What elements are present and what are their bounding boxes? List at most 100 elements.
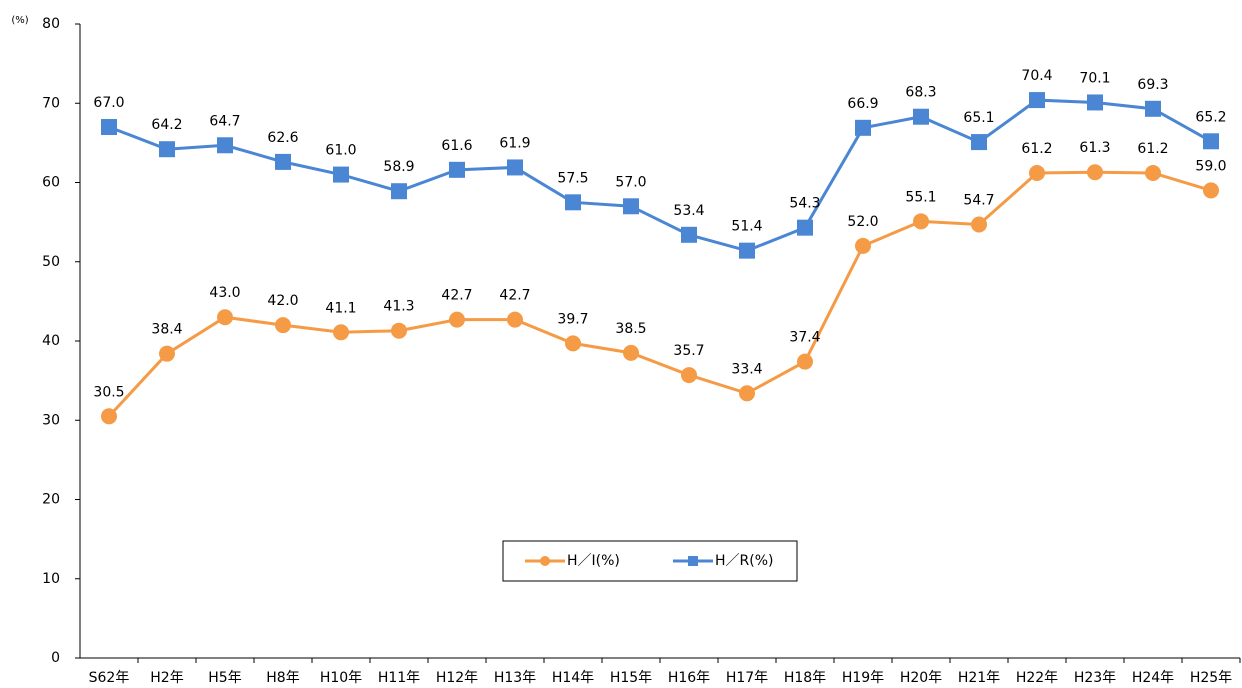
x-tick-label: H11年 [378, 670, 420, 686]
data-label: 43.0 [209, 285, 240, 301]
marker [855, 119, 871, 136]
x-tick-label: H14年 [552, 670, 594, 686]
x-tick-label: H21年 [958, 670, 1000, 686]
data-label: 42.7 [441, 288, 472, 304]
marker [507, 159, 523, 176]
data-label: 58.9 [383, 159, 414, 175]
marker [971, 216, 987, 233]
series: 67.0 64.2 64.7 62.6 61.0 58.9 61.6 61.9 57.5 57.0… [93, 68, 1227, 259]
marker [217, 309, 233, 326]
x-tick-label: H8年 [266, 670, 299, 686]
marker [333, 166, 349, 183]
marker [565, 335, 581, 352]
data-label: 61.6 [441, 138, 472, 154]
data-label: 68.3 [905, 85, 936, 101]
x-tick-label: H18年 [784, 670, 826, 686]
data-label: 65.1 [963, 110, 994, 126]
y-tick-label: 30 [42, 412, 60, 428]
marker [159, 345, 175, 362]
data-label: 41.3 [383, 299, 414, 315]
marker [159, 141, 175, 158]
data-label: 66.9 [847, 96, 878, 112]
data-label: 61.3 [1079, 140, 1110, 156]
marker [971, 134, 987, 151]
marker [449, 311, 465, 328]
marker [855, 237, 871, 254]
x-tick-label: H22年 [1016, 670, 1058, 686]
y-tick-label: 70 [42, 95, 60, 111]
marker [913, 108, 929, 125]
legend-label: H／I(%) [567, 553, 620, 569]
data-label: 42.0 [267, 293, 298, 309]
x-tick-label: H23年 [1074, 670, 1116, 686]
marker [333, 324, 349, 341]
marker [217, 137, 233, 154]
data-label: 70.4 [1021, 68, 1052, 84]
y-tick-label: 0 [51, 650, 60, 666]
x-tick-label: H15年 [610, 670, 652, 686]
x-tick-label: H17年 [726, 670, 768, 686]
marker [739, 242, 755, 259]
data-label: 62.6 [267, 130, 298, 146]
marker [913, 213, 929, 230]
marker [623, 344, 639, 361]
data-label: 52.0 [847, 214, 878, 230]
marker [275, 153, 291, 170]
data-label: 64.2 [151, 117, 182, 133]
marker [449, 161, 465, 178]
data-label: 54.7 [963, 193, 994, 209]
data-label: 69.3 [1137, 77, 1168, 93]
series-line [108, 98, 1212, 253]
x-tick-label: H25年 [1190, 670, 1232, 686]
marker [1145, 100, 1161, 117]
data-label: 33.4 [731, 361, 762, 377]
data-label: 41.1 [325, 300, 356, 316]
y-tick-label: 40 [42, 333, 60, 349]
x-tick-label: H20年 [900, 670, 942, 686]
series-line [107, 170, 1212, 418]
x-tick-label: H19年 [842, 670, 884, 686]
y-tick-label: 50 [42, 254, 60, 270]
x-tick-label: H13年 [494, 670, 536, 686]
data-label: 38.4 [151, 322, 182, 338]
marker [101, 408, 117, 425]
marker [1203, 133, 1219, 150]
data-label: 54.3 [789, 196, 820, 212]
data-label: 64.7 [209, 113, 240, 129]
data-label: 70.1 [1079, 70, 1110, 86]
marker [275, 317, 291, 334]
marker [1087, 164, 1103, 181]
series: 30.5 38.4 43.0 42.0 41.1 41.3 42.7 42.7 39.7 38.5… [93, 140, 1227, 425]
legend-label: H／R(%) [715, 553, 773, 569]
data-label: 39.7 [557, 311, 588, 327]
marker [507, 311, 523, 328]
data-label: 55.1 [905, 189, 936, 205]
data-label: 42.7 [499, 288, 530, 304]
x-tick-label: H5年 [208, 670, 241, 686]
x-tick-label: H12年 [436, 670, 478, 686]
x-tick-label: H16年 [668, 670, 710, 686]
marker [1145, 164, 1161, 181]
data-label: 30.5 [93, 384, 124, 400]
y-unit-label: (%) [11, 15, 28, 26]
x-tick-label: H24年 [1132, 670, 1174, 686]
marker [623, 198, 639, 215]
x-tick-label: H10年 [320, 670, 362, 686]
marker [739, 385, 755, 402]
marker [681, 226, 697, 243]
marker [565, 194, 581, 211]
data-label: 51.4 [731, 219, 762, 235]
data-label: 61.2 [1021, 141, 1052, 157]
y-tick-label: 20 [42, 492, 60, 508]
data-label: 37.4 [789, 330, 820, 346]
data-label: 59.0 [1195, 158, 1226, 174]
marker [1029, 92, 1045, 109]
marker [101, 119, 117, 136]
data-label: 35.7 [673, 343, 704, 359]
data-label: 67.0 [93, 95, 124, 111]
data-label: 65.2 [1195, 109, 1226, 125]
data-label: 61.2 [1137, 141, 1168, 157]
data-label: 57.5 [557, 170, 588, 186]
y-tick-label: 60 [42, 175, 60, 191]
marker [391, 183, 407, 200]
